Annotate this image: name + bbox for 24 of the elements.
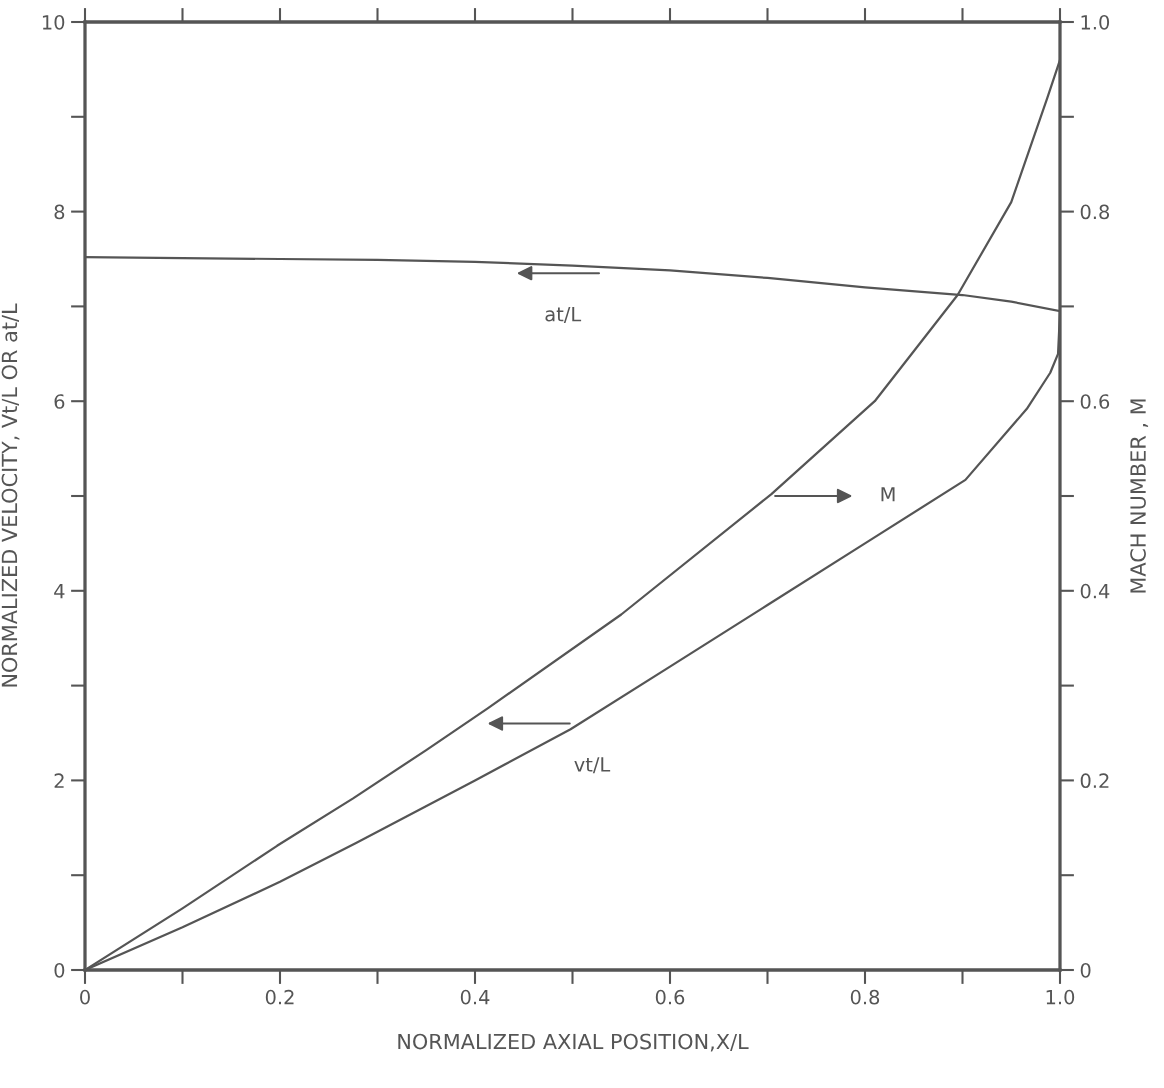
y2-tick-label: 0 [1080, 962, 1091, 978]
x-tick-label: 0.2 [265, 989, 294, 1005]
y2-tick-label: 0.4 [1080, 583, 1110, 599]
y2-tick-label: 0.6 [1080, 394, 1110, 409]
y2-tick-label: 0.2 [1080, 773, 1109, 789]
annotation: vt/L [574, 757, 611, 774]
y-tick-label: 6 [54, 394, 65, 409]
x-tick-label: 0.6 [655, 989, 685, 1005]
x-tick-label: 0 [80, 989, 90, 1005]
x-tick-label: 1.0 [1046, 989, 1075, 1005]
annotation: M [881, 487, 895, 502]
y-tick-label: 0 [54, 962, 65, 978]
y2-tick-label: 1.0 [1081, 14, 1110, 30]
x-axis-title: NORMALIZED AXIAL POSITION,X/L [398, 1033, 749, 1052]
y-axis-title: NORMALIZED VELOCITY, Vt/L OR at/L [1, 303, 20, 687]
y-tick-label: 2 [54, 773, 64, 788]
x-tick-label: 0.8 [850, 989, 880, 1005]
y2-tick-label: 0.8 [1080, 204, 1110, 220]
y-tick-label: 10 [42, 14, 65, 30]
y2-axis-title: MACH NUMBER , M [1130, 399, 1149, 593]
x-tick-label: 0.4 [460, 989, 490, 1005]
y-tick-label: 4 [54, 584, 65, 599]
annotation: at/L [545, 307, 582, 324]
y-tick-label: 8 [54, 204, 65, 220]
